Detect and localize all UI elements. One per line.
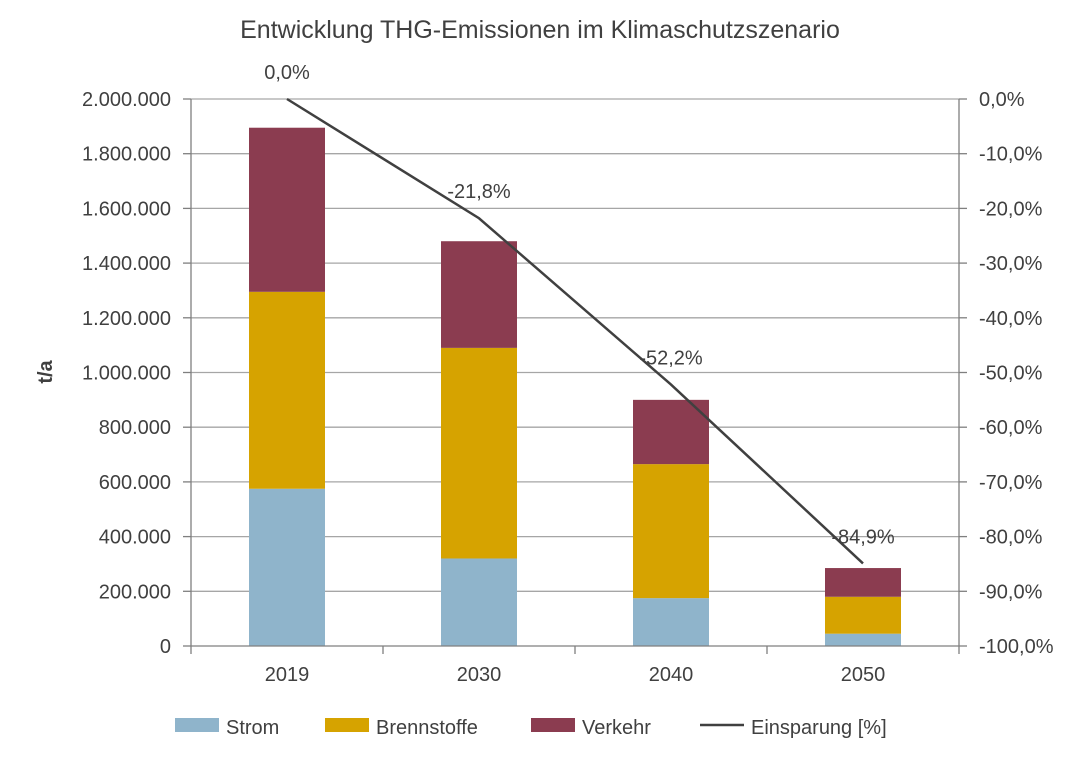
legend: Strom Brennstoffe Verkehr Einsparung [%] [175, 717, 887, 739]
y-tick-label: 400.000 [99, 527, 171, 549]
y-tick-label: 0 [160, 636, 171, 658]
y-tick-label: 200.000 [99, 581, 171, 603]
bars [249, 127, 901, 646]
y-tick-label: 1.600.000 [82, 198, 171, 220]
x-tick-label: 2040 [649, 664, 694, 686]
y2-axis-tick-labels: -100,0% -90,0% -80,0% -70,0% -60,0% -50,0% -40… [979, 89, 1054, 658]
savings-data-label: -84,9% [831, 526, 895, 548]
x-tick-label: 2030 [457, 664, 502, 686]
bar-brennstoffe-2030 [441, 347, 517, 559]
bar-strom-2040 [633, 598, 709, 646]
legend-label: Strom [226, 717, 279, 739]
y2-tick-label: -30,0% [979, 253, 1043, 275]
y-tick-label: 1.000.000 [82, 363, 171, 385]
legend-label: Brennstoffe [376, 717, 478, 739]
y2-tick-label: -100,0% [979, 636, 1054, 658]
y2-tick-label: -70,0% [979, 472, 1043, 494]
bar-strom-2030 [441, 558, 517, 646]
savings-data-label: 0,0% [264, 62, 310, 84]
savings-data-label: -21,8% [447, 181, 511, 203]
legend-label: Einsparung [%] [751, 717, 887, 739]
bar-brennstoffe-2050 [825, 596, 901, 634]
bar-strom-2050 [825, 633, 901, 646]
y-tick-label: 2.000.000 [82, 89, 171, 111]
y-tick-label: 800.000 [99, 417, 171, 439]
x-tick-label: 2050 [841, 664, 886, 686]
y2-tick-label: -10,0% [979, 144, 1043, 166]
y-tick-label: 1.400.000 [82, 253, 171, 275]
y-tick-label: 1.800.000 [82, 144, 171, 166]
savings-line: 0,0% -21,8% -52,2% -84,9% [264, 62, 895, 565]
legend-swatch [325, 718, 369, 732]
bar-verkehr-2050 [825, 568, 901, 597]
bar-verkehr-2040 [633, 399, 709, 465]
y2-tick-label: -90,0% [979, 581, 1043, 603]
savings-data-label: -52,2% [639, 348, 703, 370]
legend-label: Verkehr [582, 717, 651, 739]
bar-brennstoffe-2040 [633, 464, 709, 599]
x-tick-label: 2019 [265, 664, 310, 686]
y2-tick-label: -50,0% [979, 363, 1043, 385]
legend-swatch [175, 718, 219, 732]
axes [183, 98, 967, 654]
savings-line-path [286, 97, 864, 565]
y-tick-label: 600.000 [99, 472, 171, 494]
bar-strom-2019 [249, 488, 325, 646]
y2-tick-label: 0,0% [979, 89, 1025, 111]
bar-verkehr-2019 [249, 127, 325, 292]
chart-title: Entwicklung THG-Emissionen im Klimaschut… [240, 16, 840, 44]
y2-tick-label: -20,0% [979, 198, 1043, 220]
y-axis-label: t/a [35, 359, 57, 383]
bar-verkehr-2030 [441, 241, 517, 348]
y-tick-label: 1.200.000 [82, 308, 171, 330]
legend-swatch [531, 718, 575, 732]
y2-tick-label: -60,0% [979, 417, 1043, 439]
y2-tick-label: -40,0% [979, 308, 1043, 330]
y-axis-tick-labels: 0 200.000 400.000 600.000 800.000 1.000.000 1.… [82, 89, 171, 658]
x-axis-tick-labels: 2019 2030 2040 2050 [265, 664, 886, 686]
bar-brennstoffe-2019 [249, 291, 325, 489]
y2-tick-label: -80,0% [979, 527, 1043, 549]
